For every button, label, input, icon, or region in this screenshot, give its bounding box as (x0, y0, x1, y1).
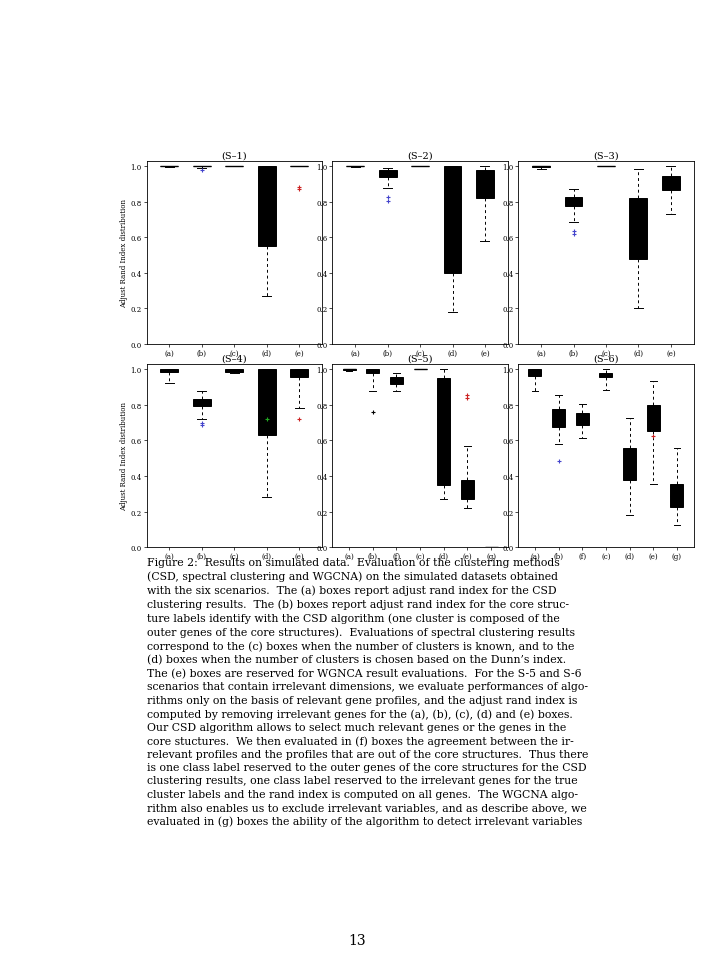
Text: Figure 2:  Results on simulated data.  Evaluation of the clustering methods
(CSD: Figure 2: Results on simulated data. Eva… (147, 557, 588, 826)
Title: (S–3): (S–3) (593, 152, 618, 160)
PathPatch shape (671, 484, 684, 508)
PathPatch shape (443, 166, 461, 274)
PathPatch shape (257, 370, 275, 435)
PathPatch shape (662, 176, 680, 191)
Y-axis label: Adjust Rand Index distribution: Adjust Rand Index distribution (119, 199, 128, 307)
PathPatch shape (565, 198, 583, 206)
PathPatch shape (552, 410, 565, 427)
PathPatch shape (225, 370, 243, 373)
PathPatch shape (623, 449, 636, 480)
PathPatch shape (528, 370, 541, 377)
Title: (S–1): (S–1) (222, 152, 247, 160)
PathPatch shape (438, 378, 450, 485)
Text: 13: 13 (349, 933, 366, 947)
PathPatch shape (257, 166, 275, 246)
Title: (S–5): (S–5) (408, 355, 433, 364)
PathPatch shape (390, 378, 403, 384)
PathPatch shape (629, 199, 647, 259)
PathPatch shape (647, 405, 660, 431)
PathPatch shape (193, 400, 211, 407)
PathPatch shape (366, 370, 379, 375)
PathPatch shape (576, 414, 588, 425)
PathPatch shape (476, 171, 494, 199)
PathPatch shape (599, 375, 613, 378)
Title: (S–6): (S–6) (593, 355, 618, 364)
PathPatch shape (379, 171, 397, 178)
Y-axis label: Adjust Rand Index distribution: Adjust Rand Index distribution (119, 402, 128, 511)
Title: (S–4): (S–4) (222, 355, 247, 364)
PathPatch shape (290, 370, 308, 378)
PathPatch shape (461, 480, 474, 500)
PathPatch shape (160, 370, 178, 373)
Title: (S–2): (S–2) (408, 152, 433, 160)
